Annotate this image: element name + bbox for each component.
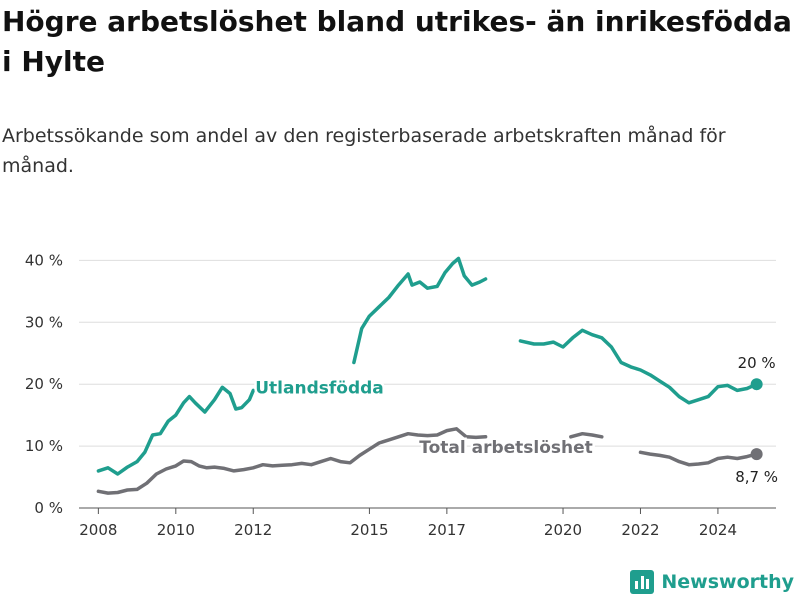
end-value-label-total-arbetsloshet: 8,7 % xyxy=(735,468,778,486)
series-line-total-arbetsl-shet xyxy=(96,427,759,495)
grid-layer xyxy=(79,259,776,447)
x-tick-label: 2015 xyxy=(350,521,388,539)
y-tick-label: 30 % xyxy=(25,313,63,331)
x-tick-label: 2010 xyxy=(157,521,195,539)
y-tick-label: 40 % xyxy=(25,251,63,269)
y-tick-label: 0 % xyxy=(34,499,63,517)
series-endpoint-total-arbetsl-shet xyxy=(750,448,763,461)
series-label-utlandsfodda: Utlandsfödda xyxy=(255,378,384,398)
x-tick-label: 2020 xyxy=(544,521,582,539)
page-title: Högre arbetslöshet bland utrikes- än inr… xyxy=(2,5,792,78)
series-label-total-arbetsloshet: Total arbetslöshet xyxy=(419,438,593,458)
end-value-label-utlandsfodda: 20 % xyxy=(738,354,776,372)
series-line-utlandsf-dda xyxy=(96,256,759,476)
series-endpoint-utlandsf-dda xyxy=(750,378,763,391)
x-tick-label: 2022 xyxy=(621,521,659,539)
x-tick-label: 2012 xyxy=(234,521,272,539)
brand-name: Newsworthy xyxy=(661,571,794,593)
page-subtitle: Arbetssökande som andel av den registerb… xyxy=(2,125,726,177)
x-tick-label: 2008 xyxy=(79,521,117,539)
brand-logo: Newsworthy xyxy=(630,570,794,594)
y-tick-label: 10 % xyxy=(25,437,63,455)
bar-chart-logo-icon xyxy=(630,570,655,594)
label-layer: Utlandsfödda Total arbetslöshet 20 % 8,7 % xyxy=(253,354,778,486)
series-layer xyxy=(96,256,763,495)
x-tick-label: 2017 xyxy=(428,521,466,539)
x-tick-label: 2024 xyxy=(699,521,737,539)
axis-layer: 0 % 10 % 20 % 30 % 40 % 2008 2010 2012 2015 2017 2… xyxy=(25,251,776,539)
y-tick-label: 20 % xyxy=(25,375,63,393)
